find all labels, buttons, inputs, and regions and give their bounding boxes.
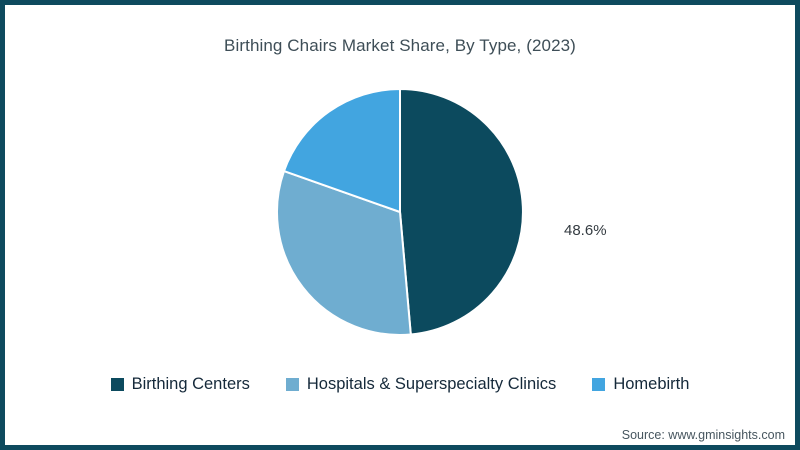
- legend: Birthing Centers Hospitals & Superspecia…: [5, 375, 795, 394]
- pie-slice-1[interactable]: [276, 170, 412, 336]
- source-credit: Source: www.gminsights.com: [621, 428, 785, 442]
- legend-label-hospitals-superspecialty-clinics: Hospitals & Superspecialty Clinics: [306, 375, 557, 393]
- legend-swatch-homebirth: [592, 378, 606, 391]
- pie-data-label: 48.6%: [564, 222, 607, 239]
- legend-item-hospitals-superspecialty-clinics[interactable]: Hospitals & Superspecialty Clinics: [285, 375, 557, 394]
- legend-label-birthing-centers: Birthing Centers: [131, 375, 250, 393]
- legend-item-homebirth[interactable]: Homebirth: [592, 375, 689, 394]
- chart-title: Birthing Chairs Market Share, By Type, (…: [224, 36, 576, 55]
- legend-item-birthing-centers[interactable]: Birthing Centers: [110, 375, 250, 394]
- pie-chart: [276, 88, 524, 336]
- pie-chart-area: [275, 87, 525, 337]
- legend-swatch-birthing-centers: [110, 378, 124, 391]
- legend-label-homebirth: Homebirth: [613, 375, 690, 393]
- legend-swatch-hospitals-superspecialty-clinics: [285, 378, 299, 391]
- pie-slice-0[interactable]: [399, 88, 524, 336]
- pie-slice-2[interactable]: [283, 88, 401, 213]
